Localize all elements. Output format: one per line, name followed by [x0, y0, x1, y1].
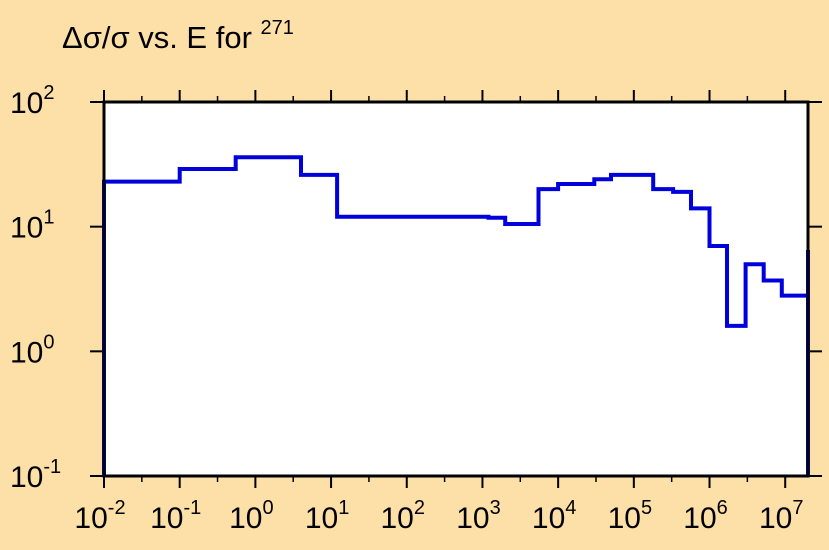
series-line-0: [102, 155, 810, 476]
x-tick-label-1: 10-1: [150, 497, 201, 535]
y-tick-label-3: 102: [10, 82, 55, 120]
y-tick-label-1: 100: [10, 331, 55, 369]
plot-area: [104, 102, 808, 476]
x-tick-label-3: 101: [305, 497, 350, 535]
x-tick-label-9: 107: [759, 497, 804, 535]
x-tick-label-5: 103: [456, 497, 501, 535]
x-tick-label-2: 100: [229, 497, 274, 535]
y-tick-label-0: 10-1: [10, 456, 61, 494]
chart-title: Δσ/σ vs. E for 271: [62, 17, 294, 56]
x-tick-label-4: 102: [381, 497, 426, 535]
chart-title-text: Δσ/σ vs. E for: [62, 20, 252, 55]
y-tick-label-2: 101: [10, 207, 55, 245]
plot-frame: [102, 100, 810, 478]
x-tick-label-7: 105: [608, 497, 653, 535]
x-tick-label-6: 104: [532, 497, 577, 535]
x-tick-label-0: 10-2: [74, 497, 125, 535]
x-tick-label-8: 106: [683, 497, 728, 535]
chart-title-superscript: 271: [260, 17, 294, 39]
